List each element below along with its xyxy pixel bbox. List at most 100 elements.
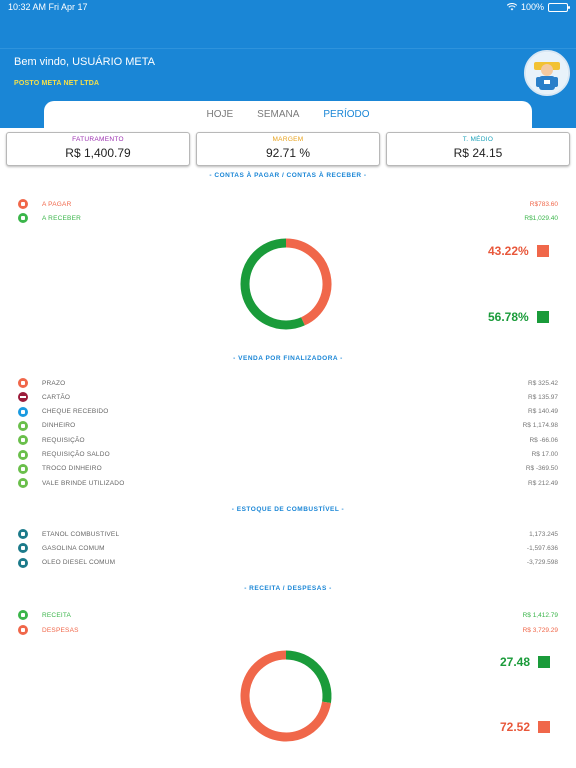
- donut-slice: [285, 238, 332, 326]
- status-time: 10:32 AM Fri Apr 17: [8, 2, 88, 12]
- list-item[interactable]: A PAGAR R$783.60: [18, 198, 558, 210]
- money-bag-icon: [18, 610, 28, 620]
- row-value: R$1,029.40: [524, 214, 558, 222]
- margem-label: MARGEM: [272, 136, 304, 143]
- list-item[interactable]: OLEO DIESEL COMUM -3,729.598: [18, 557, 558, 569]
- row-value: R$ 325.42: [528, 379, 558, 387]
- row-label: REQUISIÇÃO: [42, 436, 85, 444]
- margem-value: 92.71 %: [265, 146, 311, 160]
- legend-despesas-swatch: [538, 721, 551, 733]
- row-value: R$783.60: [529, 200, 558, 208]
- header-bar: 10:32 AM Fri Apr 17 100% Bem vindo, USUÁ…: [0, 0, 576, 128]
- ticket-medio-value: R$ 24.15: [453, 146, 503, 160]
- donut-slice: [240, 650, 331, 742]
- wifi-icon: [506, 3, 517, 11]
- money-bag-icon: [18, 378, 28, 388]
- row-label: GASOLINA COMUM: [42, 544, 105, 552]
- list-item[interactable]: A RECEBER R$1,029.40: [18, 212, 558, 224]
- list-item[interactable]: CARTÃO R$ 135.97: [18, 391, 558, 403]
- contas-pct-receber-text: 56.78%: [488, 310, 529, 324]
- welcome-text: Bem vindo, USUÁRIO META: [14, 56, 155, 68]
- receita-pct: 27.48: [500, 655, 551, 669]
- status-bar: 10:32 AM Fri Apr 17 100%: [0, 0, 576, 14]
- battery-percent: 100%: [520, 2, 544, 12]
- row-value: R$ 140.49: [528, 408, 558, 416]
- contas-pct-receber: 56.78%: [488, 310, 549, 324]
- row-value: 1,173.245: [529, 530, 558, 538]
- tab-semana[interactable]: SEMANA: [257, 109, 300, 120]
- avatar[interactable]: [524, 50, 570, 96]
- row-label: A PAGAR: [42, 200, 72, 208]
- row-label: OLEO DIESEL COMUM: [42, 559, 116, 567]
- money-bag-icon: [18, 420, 28, 431]
- faturamento-card[interactable]: FATURAMENTO R$ 1,400.79: [6, 132, 190, 166]
- row-label: DESPESAS: [42, 626, 79, 634]
- row-label: CARTÃO: [42, 393, 71, 401]
- contas-section-title: - CONTAS À PAGAR / CONTAS À RECEBER -: [209, 172, 367, 179]
- row-value: R$ 3,729.29: [522, 626, 558, 634]
- row-label: RECEITA: [42, 611, 72, 619]
- row-label: DINHEIRO: [42, 422, 76, 430]
- list-item[interactable]: CHEQUE RECEBIDO R$ 140.49: [18, 406, 558, 418]
- receita-section-title: - RECEITA / DESPESAS -: [244, 585, 332, 592]
- fuel-pump-icon: [18, 529, 28, 539]
- money-bag-icon: [18, 625, 28, 635]
- list-item[interactable]: ETANOL COMBUSTIVEL 1,173.245: [18, 528, 558, 540]
- money-bag-icon: [18, 478, 28, 489]
- row-value: -1,597.636: [526, 544, 558, 552]
- receita-pct-text: 27.48: [500, 655, 531, 669]
- money-bag-icon: [18, 449, 28, 460]
- estoque-section-title: - ESTOQUE DE COMBUSTÍVEL -: [231, 506, 345, 513]
- list-item[interactable]: PRAZO R$ 325.42: [18, 377, 558, 389]
- row-label: TROCO DINHEIRO: [42, 465, 102, 473]
- contas-donut-chart: [240, 238, 332, 330]
- row-value: R$ 1,174.98: [522, 422, 558, 430]
- list-item[interactable]: DINHEIRO R$ 1,174.98: [18, 420, 558, 432]
- fuel-pump-icon: [18, 543, 28, 554]
- receita-donut-chart: [240, 650, 332, 742]
- contas-pct-pagar-text: 43.22%: [488, 244, 529, 258]
- list-item[interactable]: DESPESAS R$ 3,729.29: [18, 624, 558, 636]
- battery-icon: [548, 2, 570, 12]
- margem-card[interactable]: MARGEM 92.71 %: [196, 132, 380, 166]
- vendas-section-title: - VENDA POR FINALIZADORA -: [233, 355, 343, 362]
- row-value: R$ 1,412.79: [522, 611, 558, 619]
- row-label: CHEQUE RECEBIDO: [42, 408, 109, 416]
- ticket-medio-card[interactable]: T. MÉDIO R$ 24.15: [386, 132, 570, 166]
- company-name: POSTO META NET LTDA: [14, 80, 100, 87]
- list-item[interactable]: GASOLINA COMUM -1,597.636: [18, 542, 558, 554]
- row-value: R$ -66.06: [529, 436, 558, 444]
- legend-pagar-swatch: [536, 245, 549, 257]
- row-value: -3,729.598: [526, 559, 558, 567]
- row-label: VALE BRINDE UTILIZADO: [42, 479, 125, 487]
- donut-slice: [240, 238, 305, 330]
- list-item[interactable]: TROCO DINHEIRO R$ -369.50: [18, 463, 558, 475]
- tab-hoje[interactable]: HOJE: [206, 109, 234, 120]
- legend-receber-swatch: [536, 311, 549, 323]
- list-item[interactable]: REQUISIÇÃO R$ -66.06: [18, 434, 558, 446]
- mascot-icon: [526, 52, 568, 94]
- money-bag-icon: [18, 213, 28, 223]
- list-item[interactable]: RECEITA R$ 1,412.79: [18, 609, 558, 621]
- list-item[interactable]: REQUISIÇÃO SALDO R$ 17.00: [18, 449, 558, 461]
- despesas-pct: 72.52: [500, 720, 551, 734]
- tab-periodo[interactable]: PERÍODO: [323, 109, 370, 120]
- donut-slice: [285, 650, 332, 704]
- period-tabs: HOJE SEMANA PERÍODO: [44, 101, 532, 128]
- status-right: 100%: [506, 2, 570, 12]
- row-value: R$ 17.00: [531, 451, 558, 458]
- row-label: REQUISIÇÃO SALDO: [42, 451, 110, 458]
- summary-cards: FATURAMENTO R$ 1,400.79 MARGEM 92.71 % T…: [6, 132, 570, 166]
- check-icon: [18, 406, 28, 417]
- list-item[interactable]: VALE BRINDE UTILIZADO R$ 212.49: [18, 477, 558, 489]
- faturamento-value: R$ 1,400.79: [65, 146, 131, 160]
- row-label: A RECEBER: [42, 214, 82, 222]
- ticket-medio-label: T. MÉDIO: [462, 136, 494, 143]
- money-bag-icon: [18, 463, 28, 474]
- row-value: R$ 212.49: [528, 479, 558, 487]
- legend-receita-swatch: [538, 656, 551, 668]
- contas-pct-pagar: 43.22%: [488, 244, 549, 258]
- despesas-pct-text: 72.52: [500, 720, 531, 734]
- row-value: R$ 135.97: [528, 393, 558, 401]
